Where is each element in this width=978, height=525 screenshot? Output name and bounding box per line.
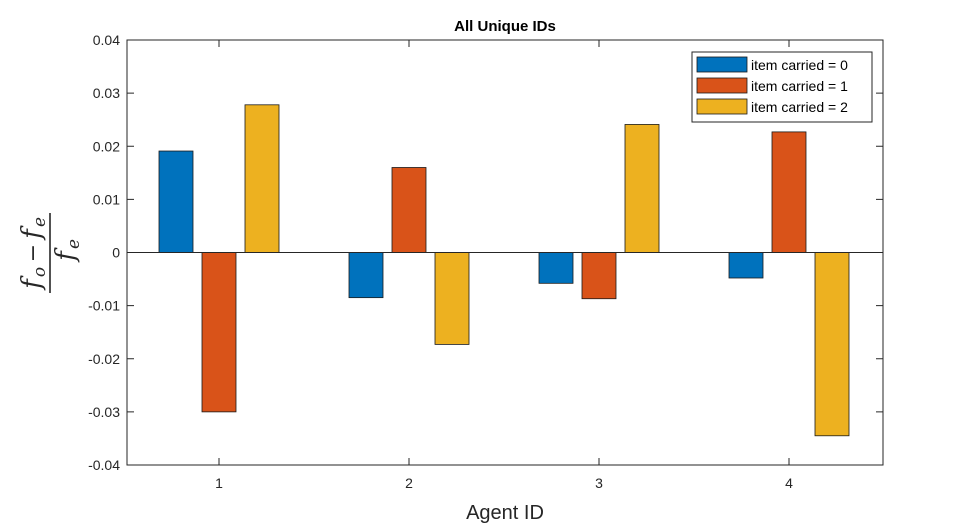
- y-label-denominator-sub-e: e: [64, 239, 84, 249]
- bar-series1-cat1: [391, 167, 427, 253]
- y-tick-label-7: 0.03: [93, 85, 120, 101]
- y-axis-label: f o − f e f e: [17, 213, 84, 293]
- y-axis-ticks: -0.04 -0.03 -0.02 -0.01 0 0.01 0.02 0.03 0.04: [88, 32, 883, 473]
- bars-layer: [158, 104, 850, 437]
- legend-label-0: item carried = 0: [751, 57, 848, 73]
- y-tick-label-6: 0.02: [93, 138, 120, 154]
- bar-series2-cat0: [244, 104, 280, 253]
- bar-series2-cat1: [434, 252, 470, 345]
- y-tick-label-8: 0.04: [93, 32, 120, 48]
- bar-series2-cat2: [624, 124, 660, 253]
- x-tick-label-3: 4: [785, 475, 793, 491]
- legend-label-1: item carried = 1: [751, 78, 848, 94]
- y-tick-label-4: 0: [112, 245, 120, 261]
- x-tick-label-2: 3: [595, 475, 603, 491]
- legend-swatch-0: [696, 56, 748, 73]
- x-axis-label: Agent ID: [466, 502, 544, 524]
- bar-series1-cat0: [201, 252, 237, 413]
- x-tick-label-1: 2: [405, 475, 413, 491]
- y-tick-label-0: -0.04: [88, 457, 120, 473]
- y-tick-label-3: -0.01: [88, 298, 120, 314]
- bar-series0-cat1: [348, 252, 384, 299]
- chart-title: All Unique IDs: [454, 18, 556, 35]
- y-label-minus-sign: −: [21, 244, 46, 262]
- x-tick-label-0: 1: [215, 475, 223, 491]
- bar-series0-cat3: [728, 252, 764, 279]
- bar-series0-cat2: [538, 252, 574, 284]
- legend-swatch-2: [696, 98, 748, 115]
- y-tick-label-2: -0.02: [88, 351, 120, 367]
- bar-series1-cat3: [771, 131, 807, 253]
- y-tick-label-5: 0.01: [93, 191, 120, 207]
- legend-label-2: item carried = 2: [751, 99, 848, 115]
- x-axis-ticks: 1 2 3 4: [215, 40, 793, 491]
- bar-series1-cat2: [581, 252, 617, 300]
- bar-series0-cat0: [158, 150, 194, 253]
- y-label-numerator-sub-e: e: [30, 217, 50, 227]
- legend-swatch-1: [696, 77, 748, 94]
- legend: item carried = 0 item carried = 1 item car…: [691, 51, 873, 123]
- legend-items: item carried = 0 item carried = 1 item car…: [696, 56, 848, 115]
- bar-series2-cat3: [814, 252, 850, 437]
- y-label-numerator-sub-o: o: [30, 267, 50, 277]
- y-tick-label-1: -0.03: [88, 404, 120, 420]
